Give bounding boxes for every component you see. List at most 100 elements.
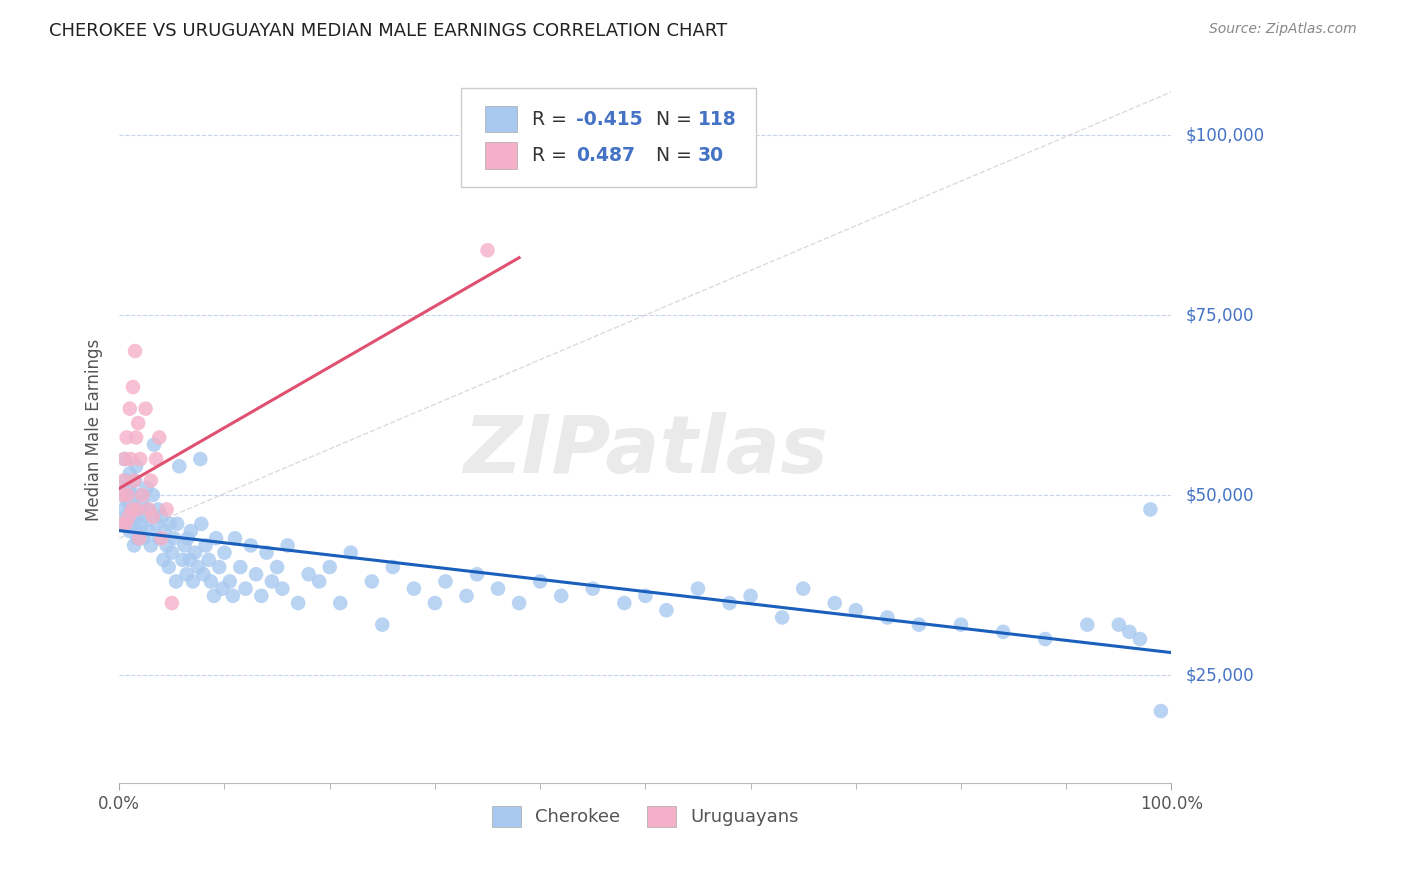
Point (114, 452, 136, 467)
Text: R =: R = (531, 146, 572, 165)
Point (120, 452, 142, 467)
Point (371, 617, 394, 632)
Point (187, 560, 209, 574)
Point (117, 495, 139, 509)
Point (176, 567, 198, 582)
Point (138, 524, 160, 538)
Point (634, 589, 657, 603)
Point (145, 516, 167, 531)
Point (118, 524, 141, 538)
Point (135, 509, 157, 524)
Point (118, 467, 141, 481)
Point (127, 502, 149, 516)
Point (127, 531, 149, 545)
Point (131, 516, 153, 531)
Point (477, 244, 499, 258)
Text: Source: ZipAtlas.com: Source: ZipAtlas.com (1209, 22, 1357, 37)
Point (128, 531, 150, 545)
Point (166, 516, 188, 531)
Point (163, 531, 186, 545)
Point (138, 502, 160, 516)
Point (131, 495, 153, 509)
Point (423, 596, 446, 610)
Point (266, 560, 288, 574)
Point (125, 459, 148, 474)
FancyBboxPatch shape (485, 143, 517, 169)
Point (329, 596, 352, 610)
Point (1108, 617, 1130, 632)
Point (740, 589, 762, 603)
Point (148, 502, 170, 516)
Point (121, 502, 143, 516)
Point (148, 430, 170, 444)
Point (159, 516, 181, 531)
Point (908, 617, 931, 632)
Point (122, 538, 145, 552)
Point (150, 509, 173, 524)
Point (148, 531, 170, 545)
Point (173, 538, 195, 552)
Point (529, 574, 551, 589)
Point (111, 488, 134, 502)
Text: R =: R = (531, 110, 572, 128)
Point (114, 516, 136, 531)
Point (122, 516, 145, 531)
Point (260, 574, 283, 589)
Point (139, 538, 162, 552)
FancyBboxPatch shape (485, 105, 517, 133)
Point (486, 582, 509, 596)
Point (143, 437, 166, 451)
Point (188, 452, 211, 467)
Legend: Cherokee, Uruguayans: Cherokee, Uruguayans (485, 798, 806, 834)
Point (277, 538, 299, 552)
Point (131, 488, 153, 502)
Point (132, 531, 155, 545)
Point (179, 553, 201, 567)
Point (150, 531, 173, 545)
Point (202, 589, 225, 603)
Point (205, 531, 228, 545)
Point (118, 509, 141, 524)
Point (112, 502, 135, 516)
Text: 0.487: 0.487 (576, 146, 636, 165)
Point (145, 452, 167, 467)
Point (1139, 502, 1161, 516)
Point (136, 502, 159, 516)
Point (176, 531, 198, 545)
Point (165, 574, 187, 589)
Point (824, 596, 846, 610)
Point (121, 488, 143, 502)
Point (235, 582, 257, 596)
Point (128, 488, 150, 502)
Point (115, 430, 138, 444)
Text: $100,000: $100,000 (1185, 126, 1264, 144)
Text: ZIPatlas: ZIPatlas (463, 412, 828, 491)
Point (118, 481, 141, 495)
Point (114, 474, 136, 488)
Point (124, 474, 146, 488)
Text: N =: N = (655, 110, 697, 128)
Point (127, 416, 149, 430)
Point (208, 560, 231, 574)
Point (214, 546, 236, 560)
Point (686, 582, 709, 596)
Point (152, 553, 174, 567)
Point (127, 502, 149, 516)
Point (239, 538, 262, 552)
Text: 30: 30 (697, 146, 724, 165)
Point (1118, 624, 1140, 639)
Point (1129, 632, 1152, 646)
Point (111, 488, 134, 502)
Point (308, 574, 330, 589)
Point (153, 524, 176, 538)
Point (224, 531, 246, 545)
Point (117, 488, 139, 502)
Text: $75,000: $75,000 (1185, 306, 1254, 324)
Text: 118: 118 (697, 110, 737, 128)
Point (135, 481, 157, 495)
Point (190, 516, 212, 531)
Point (125, 430, 148, 444)
FancyBboxPatch shape (461, 88, 756, 186)
Point (129, 524, 152, 538)
Point (229, 560, 252, 574)
